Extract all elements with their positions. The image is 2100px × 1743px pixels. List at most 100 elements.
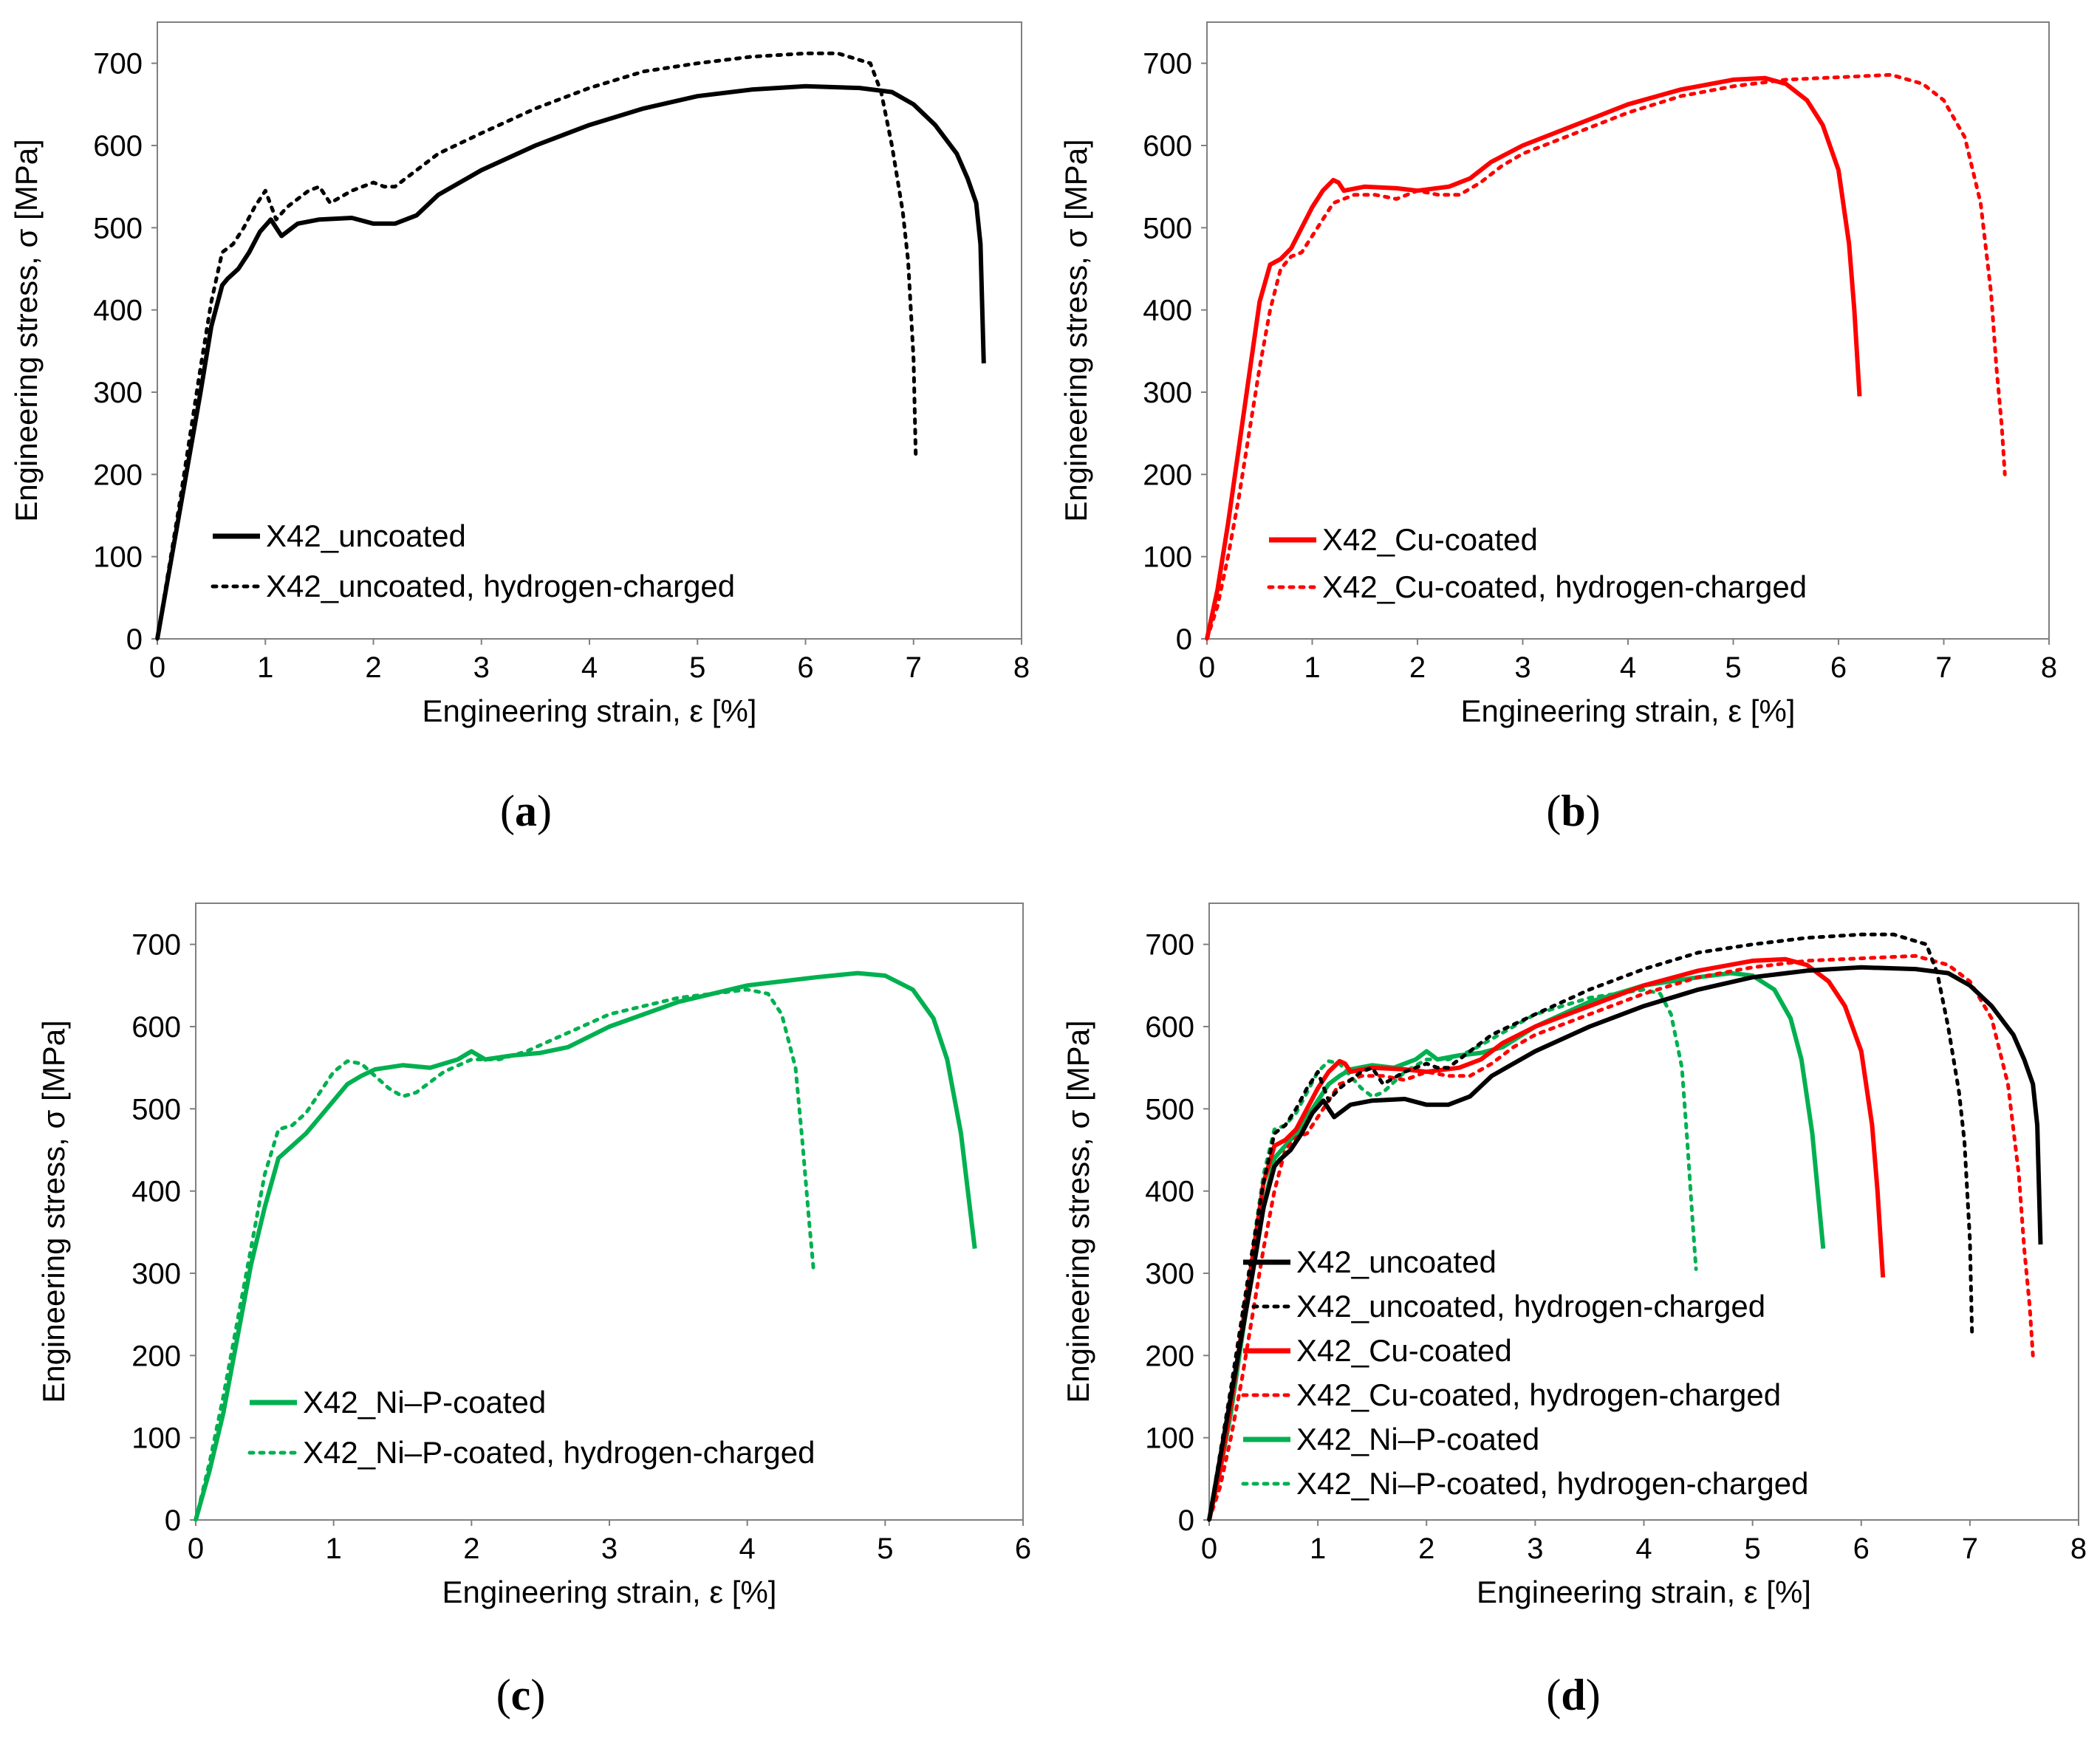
x-tick-label: 5 [1725, 651, 1741, 684]
legend-entry: X42_uncoated [1296, 1244, 1497, 1279]
x-tick-label: 7 [906, 651, 922, 684]
series-line [194, 987, 815, 1522]
x-tick-label: 0 [188, 1533, 204, 1565]
series-line [194, 970, 977, 1521]
legend-entry: X42_Ni–P-coated [303, 1385, 546, 1420]
series-line [1205, 72, 2007, 641]
legend-entry: X42_uncoated, hydrogen-charged [1296, 1289, 1765, 1323]
legend-entry: X42_Cu-coated [1322, 522, 1538, 557]
panel-b: 0 100 200 300 400 500 600 700 0 1 2 3 4 5 6 7 8 Engineeri… [1058, 21, 2057, 835]
y-axis-title: Engineering stress, σ [MPa] [36, 1020, 71, 1403]
y-tick-label: 500 [93, 212, 143, 244]
x-axis-title: Engineering strain, ε [%] [423, 694, 757, 728]
legend-entry: X42_Cu-coated [1296, 1333, 1512, 1368]
y-tick-label: 600 [131, 1011, 181, 1044]
y-tick-label: 700 [1143, 48, 1192, 81]
x-tick-label: 6 [1830, 651, 1847, 684]
y-tick-label: 400 [93, 295, 143, 327]
series-line [1207, 965, 2043, 1521]
y-tick-label: 200 [131, 1340, 181, 1372]
x-tick-label: 5 [877, 1533, 893, 1565]
y-tick-label: 600 [1143, 130, 1192, 162]
series-line [155, 51, 918, 641]
legend-entry: X42_Ni–P-coated [1296, 1422, 1539, 1456]
x-tick-label: 8 [1013, 651, 1030, 684]
y-tick-label: 100 [1145, 1422, 1194, 1455]
legend-entry: X42_Ni–P-coated, hydrogen-charged [1296, 1466, 1808, 1501]
y-tick-label: 400 [1145, 1176, 1194, 1208]
x-tick-label: 1 [1304, 651, 1320, 684]
x-tick-label: 7 [1935, 651, 1952, 684]
x-tick-label: 6 [797, 651, 813, 684]
x-tick-label: 8 [2070, 1533, 2087, 1565]
x-tick-label: 6 [1853, 1533, 1870, 1565]
y-tick-label: 600 [1145, 1011, 1194, 1044]
plot-frame [195, 903, 1024, 1521]
panel-label: (d) [1546, 1671, 1600, 1719]
x-axis-title: Engineering strain, ε [%] [1461, 694, 1796, 728]
x-tick-label: 8 [2041, 651, 2057, 684]
x-tick-label: 5 [1745, 1533, 1761, 1565]
legend-entry: X42_Cu-coated, hydrogen-charged [1296, 1377, 1781, 1412]
y-tick-label: 300 [131, 1258, 181, 1290]
panel-label: (a) [500, 787, 552, 835]
x-tick-label: 6 [1015, 1533, 1031, 1565]
panel-label: (b) [1546, 787, 1600, 835]
y-tick-label: 200 [93, 459, 143, 491]
panel-a: 0 100 200 300 400 500 600 700 0 1 2 3 4 5 6 7 8 Engineeri… [9, 21, 1030, 835]
y-tick-label: 400 [1143, 295, 1192, 327]
series-line [1207, 987, 1698, 1522]
y-axis-title: Engineering stress, σ [MPa] [9, 139, 44, 521]
legend-entry: X42_Cu-coated, hydrogen-charged [1322, 569, 1807, 604]
y-tick-label: 200 [1145, 1340, 1194, 1372]
x-tick-label: 1 [326, 1533, 342, 1565]
x-tick-label: 1 [257, 651, 273, 684]
y-tick-label: 0 [1178, 1504, 1194, 1537]
y-tick-label: 700 [131, 929, 181, 962]
x-axis-title: Engineering strain, ε [%] [1477, 1575, 1811, 1609]
y-axis-title: Engineering stress, σ [MPa] [1058, 139, 1093, 521]
x-tick-label: 4 [1620, 651, 1636, 684]
y-tick-label: 500 [1145, 1093, 1194, 1126]
x-tick-label: 1 [1310, 1533, 1326, 1565]
y-tick-label: 300 [1145, 1258, 1194, 1290]
y-tick-label: 700 [93, 48, 143, 81]
x-tick-label: 3 [1527, 1533, 1543, 1565]
x-tick-label: 0 [1199, 651, 1215, 684]
y-tick-label: 500 [1143, 212, 1192, 244]
y-axis-title: Engineering stress, σ [MPa] [1061, 1020, 1095, 1403]
x-tick-label: 5 [689, 651, 705, 684]
y-tick-label: 700 [1145, 929, 1194, 962]
x-tick-label: 3 [473, 651, 490, 684]
x-axis-title: Engineering strain, ε [%] [442, 1575, 777, 1609]
y-tick-label: 100 [1143, 541, 1192, 574]
x-tick-label: 2 [463, 1533, 479, 1565]
series-line [1205, 75, 1862, 640]
x-tick-label: 4 [739, 1533, 756, 1565]
x-tick-label: 3 [1514, 651, 1530, 684]
y-tick-label: 100 [93, 541, 143, 574]
series-line [1207, 932, 1974, 1522]
y-tick-label: 500 [131, 1093, 181, 1126]
legend-entry: X42_Ni–P-coated, hydrogen-charged [303, 1435, 815, 1470]
y-tick-label: 0 [1176, 623, 1192, 656]
x-tick-label: 3 [601, 1533, 618, 1565]
y-tick-label: 200 [1143, 459, 1192, 491]
y-tick-label: 100 [131, 1422, 181, 1455]
x-tick-label: 0 [149, 651, 165, 684]
y-tick-label: 300 [1143, 377, 1192, 409]
x-tick-label: 2 [1418, 1533, 1434, 1565]
panel-d: 0 100 200 300 400 500 600 700 0 1 2 3 4 5 6 7 8 Engineeri… [1061, 903, 2087, 1719]
x-tick-label: 0 [1201, 1533, 1217, 1565]
x-tick-label: 4 [581, 651, 598, 684]
y-tick-label: 0 [126, 623, 143, 656]
x-tick-label: 7 [1962, 1533, 1978, 1565]
y-tick-label: 0 [165, 1504, 181, 1537]
legend-entry: X42_uncoated, hydrogen-charged [266, 569, 735, 603]
y-tick-label: 600 [93, 130, 143, 162]
series-line [155, 83, 986, 640]
panel-label: (c) [496, 1671, 546, 1719]
x-tick-label: 4 [1635, 1533, 1652, 1565]
x-tick-label: 2 [365, 651, 381, 684]
